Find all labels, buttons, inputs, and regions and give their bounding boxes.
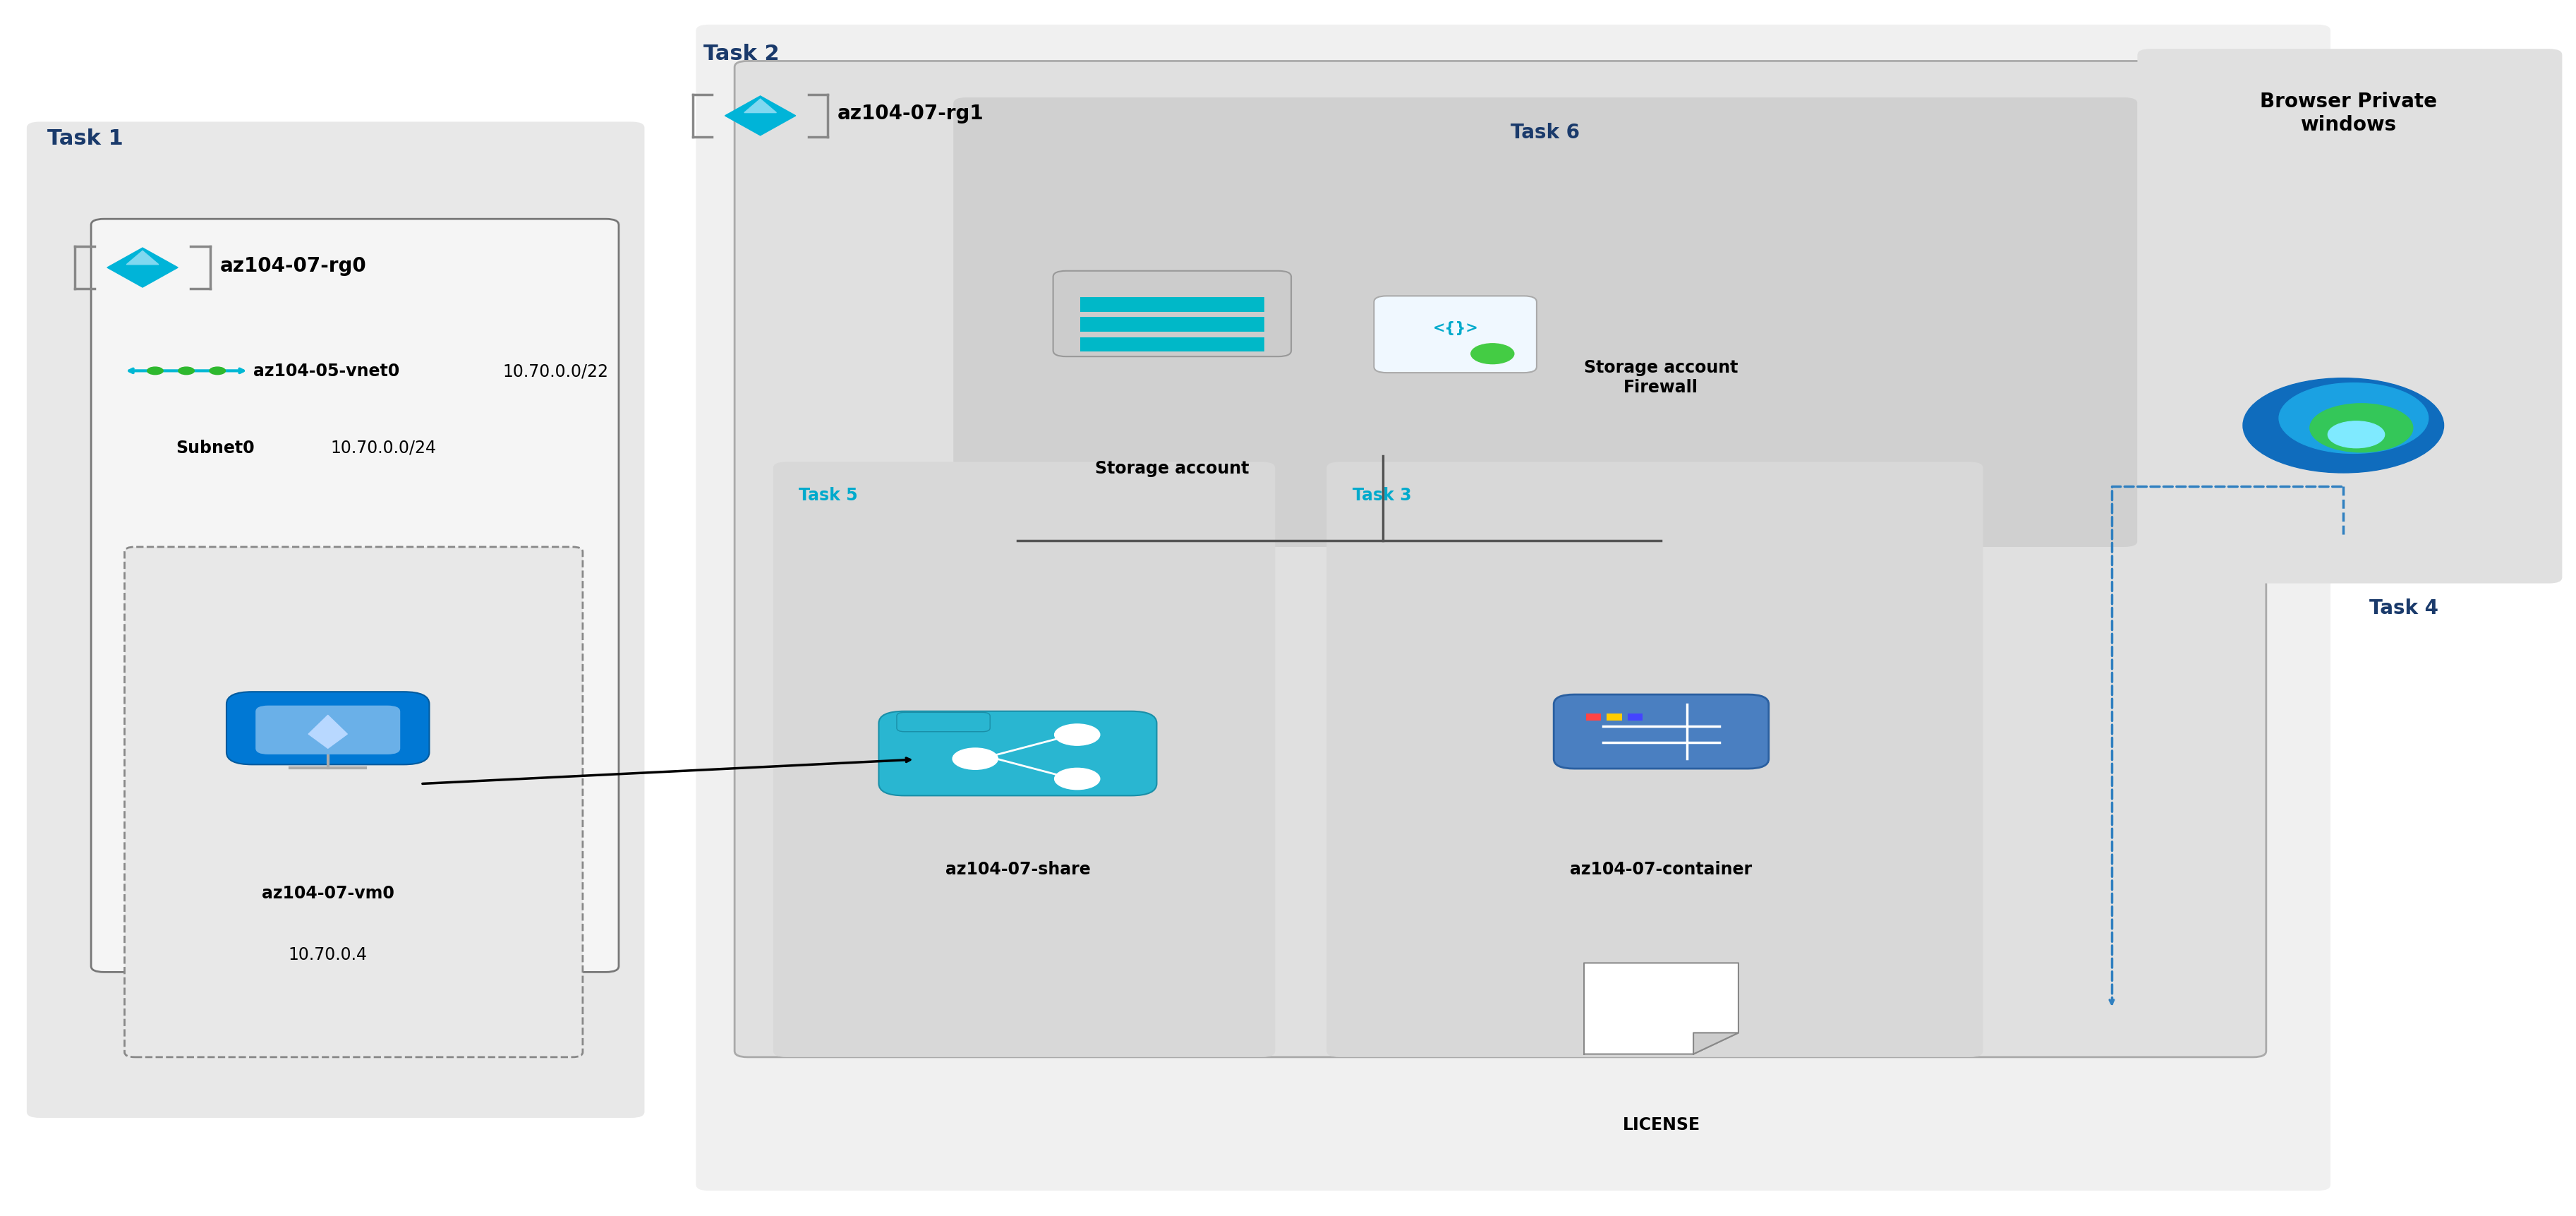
Circle shape <box>1054 769 1100 789</box>
FancyBboxPatch shape <box>227 692 430 765</box>
Circle shape <box>953 748 997 770</box>
Circle shape <box>209 367 224 375</box>
Circle shape <box>2311 404 2414 452</box>
Text: Browser Private
windows: Browser Private windows <box>2259 92 2437 135</box>
Polygon shape <box>724 96 796 136</box>
Polygon shape <box>126 252 160 265</box>
Text: Task 5: Task 5 <box>799 486 858 503</box>
FancyBboxPatch shape <box>773 462 1275 1057</box>
Text: <{}>: <{}> <box>1432 321 1479 334</box>
Text: 10.70.0.0/24: 10.70.0.0/24 <box>330 439 435 456</box>
Circle shape <box>147 367 162 375</box>
Text: az104-07-rg1: az104-07-rg1 <box>837 105 984 124</box>
FancyBboxPatch shape <box>1373 297 1538 373</box>
FancyBboxPatch shape <box>696 26 2331 1190</box>
Bar <box>1079 317 1265 332</box>
FancyBboxPatch shape <box>1553 694 1770 769</box>
Text: Storage account
Firewall: Storage account Firewall <box>1584 359 1739 395</box>
Bar <box>1079 298 1265 313</box>
Text: Task 2: Task 2 <box>703 44 781 64</box>
Bar <box>1607 714 1623 721</box>
FancyBboxPatch shape <box>953 98 2138 547</box>
Text: Subnet0: Subnet0 <box>175 439 255 456</box>
Text: az104-07-rg0: az104-07-rg0 <box>219 255 366 276</box>
Text: Task 1: Task 1 <box>46 129 124 148</box>
FancyBboxPatch shape <box>878 711 1157 796</box>
FancyBboxPatch shape <box>90 220 618 973</box>
Polygon shape <box>744 100 775 113</box>
FancyBboxPatch shape <box>896 713 989 732</box>
Bar <box>1628 714 1643 721</box>
Circle shape <box>2244 378 2445 473</box>
FancyBboxPatch shape <box>734 62 2267 1057</box>
Text: az104-07-share: az104-07-share <box>945 861 1090 878</box>
Polygon shape <box>1692 1032 1739 1054</box>
Circle shape <box>1054 725 1100 745</box>
Text: LICENSE: LICENSE <box>1623 1115 1700 1132</box>
FancyBboxPatch shape <box>1054 271 1291 358</box>
Text: Storage account: Storage account <box>1095 460 1249 477</box>
Text: Task 4: Task 4 <box>2370 598 2439 618</box>
Polygon shape <box>1584 963 1739 1054</box>
Circle shape <box>1471 344 1515 365</box>
Text: 10.70.0.4: 10.70.0.4 <box>289 946 368 963</box>
FancyBboxPatch shape <box>2138 50 2563 584</box>
Text: az104-07-container: az104-07-container <box>1571 861 1752 878</box>
FancyBboxPatch shape <box>26 123 644 1118</box>
Circle shape <box>2280 383 2429 454</box>
Bar <box>1587 714 1602 721</box>
Text: 10.70.0.0/22: 10.70.0.0/22 <box>502 362 608 379</box>
Polygon shape <box>309 715 348 749</box>
Text: az104-07-vm0: az104-07-vm0 <box>263 885 394 902</box>
Polygon shape <box>108 248 178 288</box>
FancyBboxPatch shape <box>124 547 582 1057</box>
FancyBboxPatch shape <box>255 705 399 755</box>
Text: Task 3: Task 3 <box>1352 486 1412 503</box>
Circle shape <box>2329 422 2385 449</box>
Text: Task 6: Task 6 <box>1512 123 1579 142</box>
Circle shape <box>178 367 193 375</box>
Text: az104-05-vnet0: az104-05-vnet0 <box>252 362 399 379</box>
FancyBboxPatch shape <box>1327 462 1984 1057</box>
Bar <box>1079 338 1265 353</box>
